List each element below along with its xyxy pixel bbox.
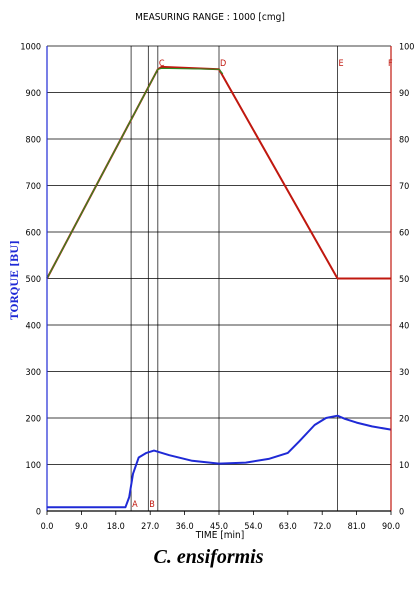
axes <box>46 46 392 515</box>
y2-tick-label: 90 <box>399 89 409 99</box>
marker-label-d: D <box>220 59 226 69</box>
x-tick-label: 45.0 <box>210 522 228 532</box>
y2-tick-label: 100 <box>399 43 414 53</box>
x-tick-label: 54.0 <box>244 522 262 532</box>
chart-title: MEASURING RANGE : 1000 [cmg] <box>135 12 285 23</box>
y-axis-label: TORQUE [BU] <box>10 240 21 320</box>
marker-label-e: E <box>338 59 343 69</box>
y2-tick-label: 50 <box>399 275 409 285</box>
x-tick-label: 9.0 <box>75 522 88 532</box>
y-tick-label: 1000 <box>20 43 41 53</box>
y-tick-label: 200 <box>26 415 41 425</box>
series-line-1 <box>46 67 224 279</box>
marker-label-a: A <box>132 500 138 510</box>
x-tick-label: 18.0 <box>107 522 125 532</box>
y2-tick-label: 30 <box>399 368 409 378</box>
y-tick-label: 0 <box>36 508 41 518</box>
figure-caption: C. ensiformis <box>153 546 264 568</box>
x-tick-label: 90.0 <box>382 522 400 532</box>
y2-tick-label: 60 <box>399 229 409 239</box>
y2-tick-label: 0 <box>399 508 404 518</box>
y-tick-label: 900 <box>26 89 41 99</box>
series-lines <box>46 65 392 509</box>
y2-tick-label: 10 <box>399 461 409 471</box>
phase-markers: A BC D E F <box>130 46 393 511</box>
x-axis-label: TIME [min] <box>195 530 244 541</box>
x-tick-label: 36.0 <box>176 522 194 532</box>
y-tick-label: 600 <box>26 229 41 239</box>
x-tick-label: 63.0 <box>279 522 297 532</box>
x-tick-label: 72.0 <box>313 522 331 532</box>
x-tick-label: 0.0 <box>41 522 54 532</box>
y-tick-label: 800 <box>26 136 41 146</box>
series-line-2 <box>47 414 392 509</box>
x-tick-label: 27.0 <box>141 522 159 532</box>
marker-label-c: C <box>159 59 165 69</box>
x-tick-label: 81.0 <box>348 522 366 532</box>
y2-tick-label: 20 <box>399 415 409 425</box>
y-tick-label: 300 <box>26 368 41 378</box>
y-tick-label: 700 <box>26 182 41 192</box>
y-tick-label: 500 <box>26 275 41 285</box>
y2-tick-label: 80 <box>399 136 409 146</box>
y2-tick-label: 40 <box>399 322 409 332</box>
marker-label-b: B <box>149 500 155 510</box>
y-tick-label: 100 <box>26 461 41 471</box>
y-tick-label: 400 <box>26 322 41 332</box>
y2-tick-label: 70 <box>399 182 409 192</box>
